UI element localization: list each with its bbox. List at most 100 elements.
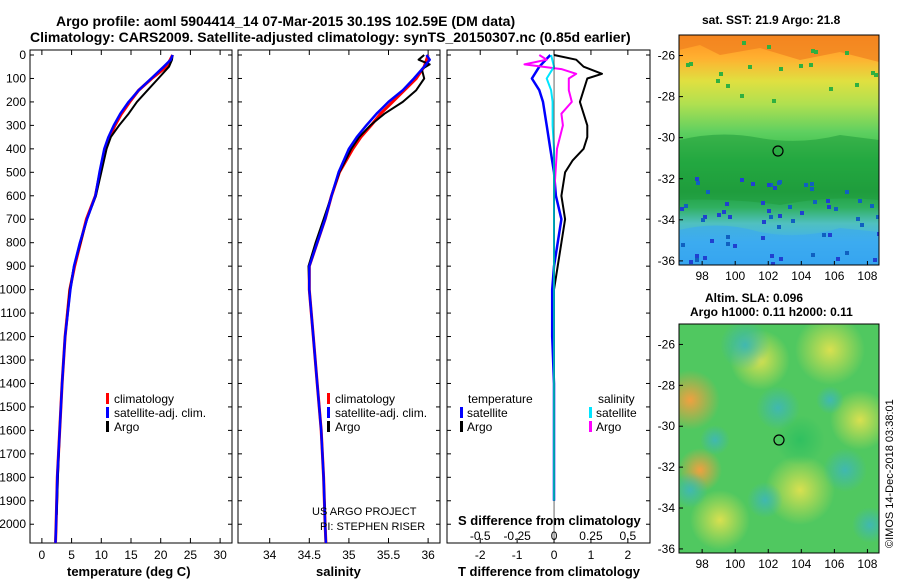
depth-tick-label: 1600 (0, 423, 26, 437)
curve-satellite-adj-clim- (54, 54, 174, 544)
lon-tick-label: 106 (824, 269, 844, 283)
sst-pixel (874, 73, 878, 77)
legend-swatch-satellite (327, 407, 330, 418)
sst-argo-position-marker (772, 145, 784, 157)
sst-pixel (810, 187, 814, 191)
sla-anomaly-blob (690, 490, 750, 550)
sla-anomaly-blob (679, 472, 708, 508)
x-tick-label: 10 (95, 548, 109, 562)
sla-anomaly-blob (852, 507, 879, 543)
sst-pixel (767, 45, 771, 49)
sla-anomaly-blob (700, 425, 730, 455)
sst-pixel (725, 202, 729, 206)
sst-pixel (811, 253, 815, 257)
sst-pixel (769, 215, 773, 219)
x-tick-label: 15 (124, 548, 138, 562)
difference-legend: temperature satellite Argo salinity sate… (460, 392, 637, 434)
curve-t-argo (553, 54, 603, 501)
sst-pixel (778, 214, 782, 218)
curve-s-argo (523, 54, 578, 501)
lon-tick-label: 98 (695, 557, 709, 571)
sst-pixel (726, 242, 730, 246)
depth-tick-label: 300 (6, 118, 26, 132)
legend-swatch-s-satellite (589, 407, 592, 418)
sst-pixel (813, 200, 817, 204)
sla-anomaly-blob (795, 324, 865, 385)
sst-pixel (871, 71, 875, 75)
sst-pixel (876, 215, 879, 219)
sst-map-ticks: -26 -28 -30 -32 -34 -36 98 100 102 104 106 108 (658, 49, 878, 283)
legend-climatology: climatology (114, 392, 174, 406)
temperature-legend: climatology satellite-adj. clim. Argo (106, 392, 206, 434)
sst-pixel (799, 64, 803, 68)
lat-tick-label: -32 (658, 172, 676, 186)
depth-tick-label: 0 (19, 48, 26, 62)
curve-t-satellite (530, 54, 563, 501)
sst-pixel (804, 183, 808, 187)
s-diff-tick-label: 0 (551, 529, 558, 543)
lon-tick-label: 102 (758, 557, 778, 571)
profile-curves (54, 54, 603, 544)
temperature-axis-label: temperature (deg C) (67, 564, 191, 579)
temperature-panel-frame (29, 49, 233, 544)
lon-tick-label: 98 (695, 269, 709, 283)
lon-tick-label: 104 (791, 557, 811, 571)
sst-pixel (858, 199, 862, 203)
sst-pixel (777, 181, 781, 185)
x-tick-label: 2 (625, 548, 632, 562)
x-tick-label: 20 (154, 548, 168, 562)
sla-anomaly-blob (823, 448, 867, 492)
lat-tick-label: -36 (658, 254, 676, 268)
legend-argo: Argo (114, 420, 140, 434)
sla-blobs (679, 324, 879, 550)
sst-pixel (695, 258, 699, 262)
sst-pixel (828, 233, 832, 237)
sst-pixel (845, 51, 849, 55)
sst-pixel (779, 67, 783, 71)
depth-tick-label: 100 (6, 71, 26, 85)
sst-pixel (860, 223, 864, 227)
depth-tick-label: 1000 (0, 283, 26, 297)
sst-pixel (733, 244, 737, 248)
legend-s-argo: Argo (596, 420, 622, 434)
depth-tick-label: 1100 (0, 306, 26, 320)
sst-pixel (767, 209, 771, 213)
depth-tick-label: 1700 (0, 447, 26, 461)
salinity-panel-frame (237, 49, 441, 544)
x-tick-label: 0 (39, 548, 46, 562)
depth-tick-label: 900 (6, 259, 26, 273)
depth-tick-label: 1900 (0, 494, 26, 508)
depth-axis: 0 100 200 300 400 500 600 700 800 900 1000 1100 1200… (0, 48, 650, 531)
sst-pixel (751, 182, 755, 186)
lon-tick-label: 104 (791, 269, 811, 283)
sla-anomaly-blob (775, 415, 825, 465)
sst-pixel (870, 204, 874, 208)
sst-pixel (822, 233, 826, 237)
sst-pixel (689, 62, 693, 66)
sst-pixel (856, 217, 860, 221)
depth-tick-label: 1400 (0, 376, 26, 390)
sst-pixel (873, 258, 877, 262)
sst-map (679, 35, 879, 265)
sst-pixel (703, 215, 707, 219)
credit-pi: PI: STEPHEN RISER (320, 521, 425, 533)
sst-pixel (710, 239, 714, 243)
s-diff-tick-label: 0.5 (620, 529, 637, 543)
depth-tick-label: 600 (6, 189, 26, 203)
sst-map-title: sat. SST: 21.9 Argo: 21.8 (702, 13, 841, 27)
sst-pixel (809, 63, 813, 67)
sst-pixel (772, 99, 776, 103)
x-tick-label: 35.5 (377, 548, 401, 562)
s-difference-axis-label: S difference from climatology (458, 513, 642, 528)
sla-anomaly-blob (720, 324, 770, 370)
lon-tick-label: 108 (857, 557, 877, 571)
salinity-legend: climatology satellite-adj. clim. Argo (327, 392, 427, 434)
sst-pixel (845, 190, 849, 194)
sst-pixel (703, 256, 707, 260)
s-diff-tick-label: -0.5 (470, 529, 491, 543)
sst-pixel (779, 257, 783, 261)
legend-s-satellite: satellite (596, 406, 637, 420)
lon-tick-label: 106 (824, 557, 844, 571)
sla-map-ticks: -26 -28 -30 -32 -34 -36 98 100 102 104 106 108 (658, 337, 878, 571)
depth-tick-label: 2000 (0, 517, 26, 531)
